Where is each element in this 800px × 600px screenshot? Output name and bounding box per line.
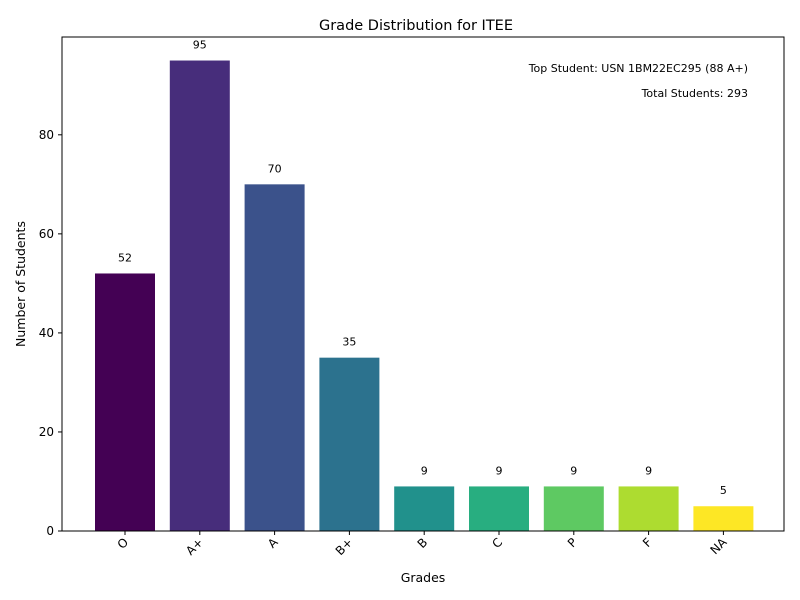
bar-value-label: 70 — [268, 162, 282, 175]
chart-title: Grade Distribution for ITEE — [319, 18, 513, 34]
x-axis-label: Grades — [401, 570, 446, 585]
bar-p — [543, 486, 604, 531]
y-axis-label: Number of Students — [13, 221, 28, 347]
bar-a-plus — [169, 60, 230, 532]
bar-value-label: 9 — [570, 464, 577, 477]
bar-f — [618, 486, 679, 531]
bar-value-label: 9 — [496, 464, 503, 477]
plot-frame — [61, 36, 785, 532]
x-tick-label: O — [115, 535, 132, 552]
x-tick-label: B — [415, 535, 431, 551]
bar-na — [693, 506, 754, 531]
bar-b — [394, 486, 455, 531]
x-tick-label: NA — [707, 535, 730, 558]
x-tick-label: B+ — [333, 535, 356, 558]
y-tick-label: 0 — [46, 524, 54, 538]
x-tick-label: A — [265, 535, 281, 551]
x-tick-label: F — [640, 535, 655, 550]
annotation-total-students: Total Students: 293 — [641, 87, 748, 100]
x-tick-label: C — [489, 535, 505, 551]
bar-value-label: 35 — [342, 336, 356, 349]
bar-b-plus — [319, 357, 380, 531]
bar-o — [95, 273, 155, 531]
bar-value-label: 9 — [645, 464, 652, 477]
bar-c — [469, 486, 529, 531]
bar-value-label: 52 — [118, 251, 132, 264]
y-tick-label: 60 — [39, 227, 54, 241]
y-tick-label: 20 — [39, 425, 54, 439]
y-tick-label: 80 — [39, 128, 54, 142]
bar-value-label: 9 — [421, 464, 428, 477]
y-tick-label: 40 — [39, 326, 54, 340]
annotation-top-student: Top Student: USN 1BM22EC295 (88 A+) — [528, 62, 748, 75]
bar-value-label: 95 — [193, 39, 207, 52]
bar-a — [244, 184, 305, 532]
x-tick-label: A+ — [183, 535, 206, 558]
bar-value-label: 5 — [720, 484, 727, 497]
x-tick-label: P — [565, 535, 580, 550]
